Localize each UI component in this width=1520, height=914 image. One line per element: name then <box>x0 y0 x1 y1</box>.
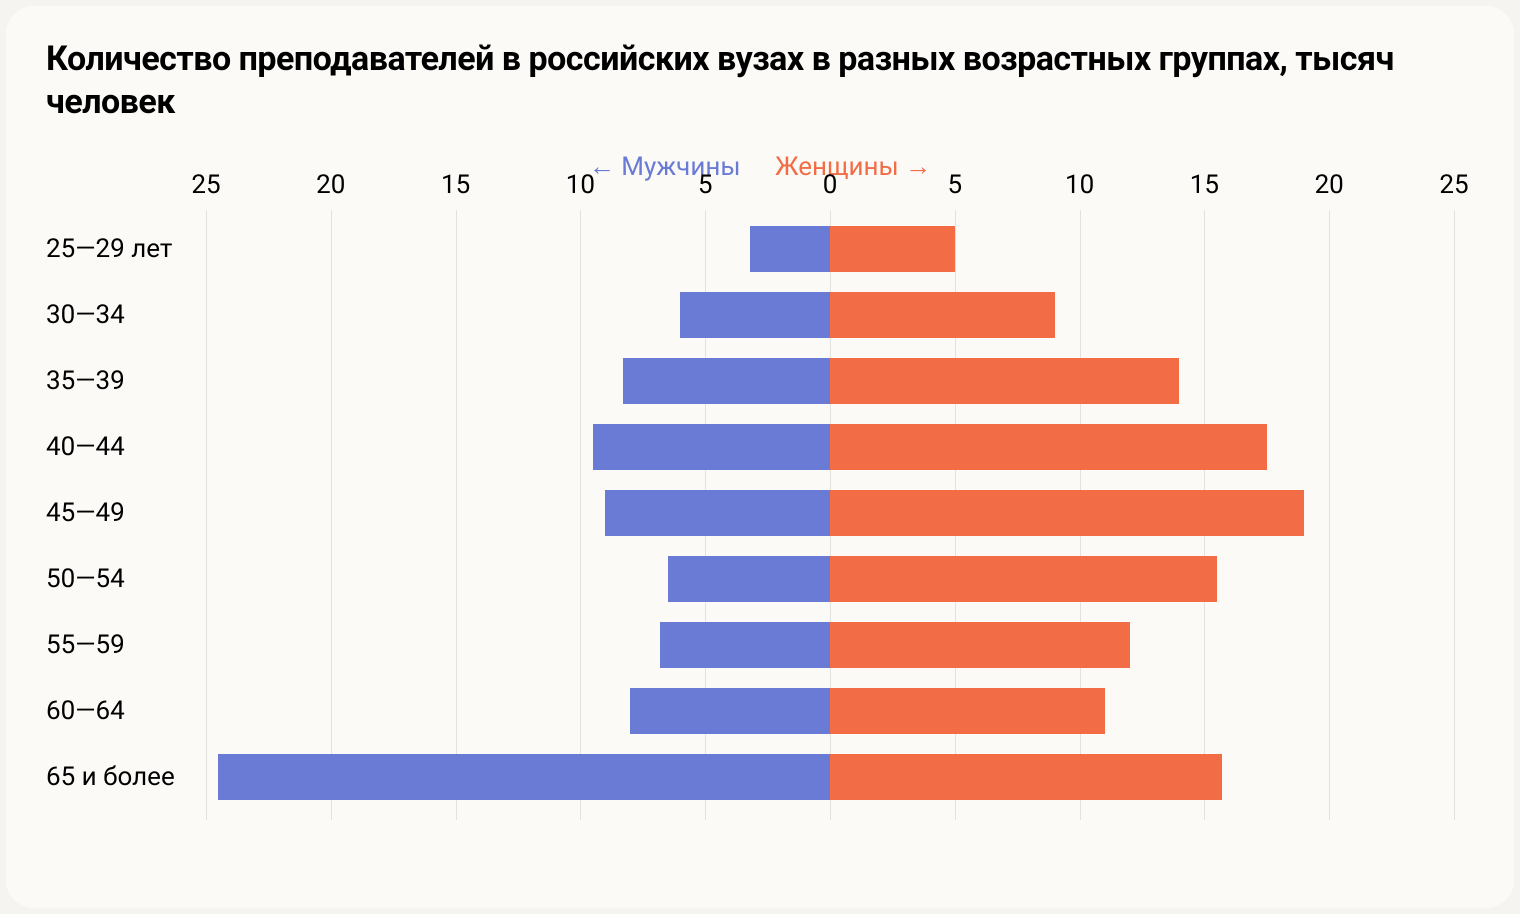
axis-tick-label: 25 <box>191 170 220 200</box>
chart-plot: 252015105051015202525—29 лет30—3435—3940… <box>206 210 1454 820</box>
bar-women <box>830 292 1055 338</box>
gridline <box>1454 210 1455 820</box>
bar-men <box>218 754 830 800</box>
chart-row: 45—49 <box>206 484 1454 542</box>
bar-women <box>830 226 955 272</box>
axis-tick-label: 25 <box>1439 170 1468 200</box>
chart-row: 50—54 <box>206 550 1454 608</box>
bar-women <box>830 688 1105 734</box>
category-label: 55—59 <box>46 630 196 660</box>
category-label: 65 и более <box>46 762 196 792</box>
bar-women <box>830 556 1217 602</box>
bar-men <box>668 556 830 602</box>
chart-row: 55—59 <box>206 616 1454 674</box>
legend-women: Женщины → <box>775 152 931 182</box>
chart-row: 65 и более <box>206 748 1454 806</box>
category-label: 35—39 <box>46 366 196 396</box>
bar-men <box>623 358 830 404</box>
axis-tick-label: 15 <box>1190 170 1219 200</box>
chart-title: Количество преподавателей в российских в… <box>46 38 1474 123</box>
axis-tick-label: 10 <box>1065 170 1094 200</box>
axis-tick-label: 20 <box>1315 170 1344 200</box>
bar-men <box>680 292 830 338</box>
chart-legend: ← Мужчины Женщины → <box>46 151 1474 182</box>
category-label: 60—64 <box>46 696 196 726</box>
category-label: 40—44 <box>46 432 196 462</box>
bar-men <box>593 424 830 470</box>
axis-tick-label: 10 <box>566 170 595 200</box>
bar-men <box>630 688 830 734</box>
axis-tick-label: 0 <box>823 170 838 200</box>
chart-row: 35—39 <box>206 352 1454 410</box>
axis-tick-label: 5 <box>947 170 962 200</box>
chart-rows: 25—29 лет 30—34 35—39 40—44 45—49 50—54 55—59 6… <box>206 220 1454 814</box>
category-label: 45—49 <box>46 498 196 528</box>
axis-tick-label: 20 <box>316 170 345 200</box>
legend-men: ← Мужчины <box>589 152 741 182</box>
chart-row: 60—64 <box>206 682 1454 740</box>
bar-men <box>750 226 830 272</box>
chart-plot-wrapper: 252015105051015202525—29 лет30—3435—3940… <box>206 210 1454 820</box>
axis-tick-label: 5 <box>698 170 713 200</box>
bar-women <box>830 622 1130 668</box>
bar-men <box>605 490 830 536</box>
category-label: 50—54 <box>46 564 196 594</box>
chart-row: 30—34 <box>206 286 1454 344</box>
chart-row: 25—29 лет <box>206 220 1454 278</box>
bar-women <box>830 754 1222 800</box>
bar-women <box>830 424 1267 470</box>
bar-women <box>830 490 1304 536</box>
axis-tick-label: 15 <box>441 170 470 200</box>
chart-row: 40—44 <box>206 418 1454 476</box>
category-label: 30—34 <box>46 300 196 330</box>
bar-men <box>660 622 830 668</box>
category-label: 25—29 лет <box>46 234 196 264</box>
bar-women <box>830 358 1179 404</box>
chart-card: Количество преподавателей в российских в… <box>6 6 1514 908</box>
